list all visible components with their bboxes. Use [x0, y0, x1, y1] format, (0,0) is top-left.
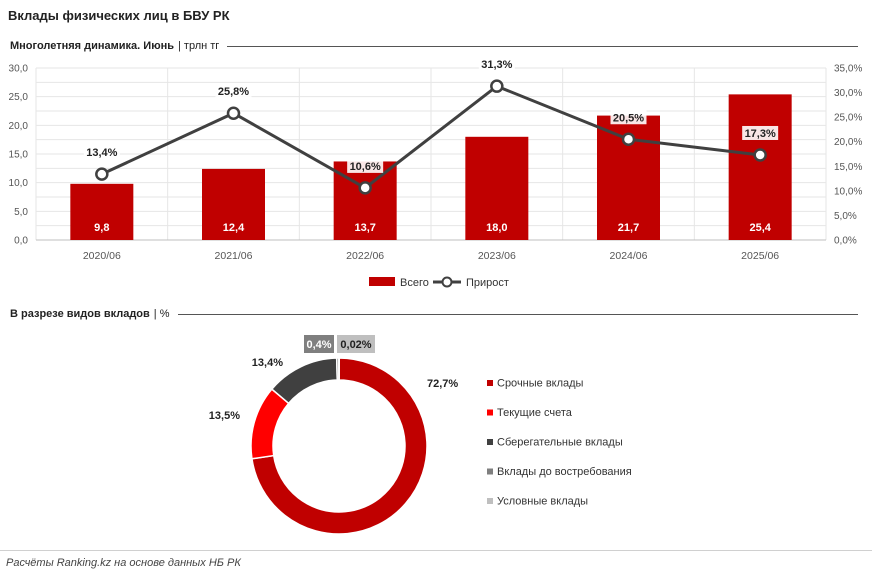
- slice-label: 0,02%: [340, 339, 371, 351]
- y2-axis-tick-label: 30,0%: [834, 88, 862, 99]
- growth-point: [490, 79, 504, 93]
- y2-axis-tick-label: 15,0%: [834, 162, 862, 173]
- source-note: Расчёты Ranking.kz на основе данных НБ Р…: [6, 557, 241, 569]
- y2-axis-tick-label: 10,0%: [834, 186, 862, 197]
- growth-point: [226, 106, 241, 120]
- slice-label: 13,5%: [209, 410, 240, 422]
- bar-value-label: 12,4: [223, 222, 245, 234]
- legend-label: Вклады до востребования: [497, 466, 632, 478]
- bar: [70, 183, 134, 240]
- growth-label-bg: [215, 84, 252, 99]
- growth-value-label: 17,3%: [745, 128, 776, 140]
- section-title: Многолетняя динамика. Июнь: [10, 40, 174, 52]
- growth-point: [95, 167, 109, 181]
- chart-title: Вклады физических лиц в БВУ РК: [8, 8, 230, 23]
- slice-label: 72,7%: [427, 378, 458, 390]
- growth-value-label: 20,5%: [613, 112, 644, 124]
- slice-label-bg: [304, 335, 334, 353]
- bar-value-label: 9,8: [94, 222, 109, 234]
- y2-axis-tick-label: 0,0%: [834, 236, 857, 247]
- y-axis-tick-label: 10,0: [9, 178, 29, 189]
- legend-swatch: [487, 380, 493, 386]
- bar: [465, 136, 529, 240]
- section-unit: | %: [153, 308, 170, 320]
- bar: [728, 94, 792, 240]
- growth-label-bg: [610, 110, 647, 125]
- x-axis-tick-label: 2022/06: [346, 250, 384, 262]
- y2-axis-tick-label: 35,0%: [834, 64, 862, 75]
- section-header-types: В разрезе видов вкладов | %: [10, 306, 858, 322]
- x-axis-tick-label: 2023/06: [478, 250, 516, 262]
- growth-value-label: 13,4%: [86, 147, 117, 159]
- growth-value-label: 25,8%: [218, 86, 249, 98]
- growth-point: [621, 132, 636, 147]
- growth-value-label: 31,3%: [481, 60, 512, 71]
- legend-swatch: [487, 468, 493, 475]
- section-divider: [177, 313, 858, 315]
- legend-label: Сберегательные вклады: [497, 437, 623, 449]
- x-axis-tick-label: 2020/06: [83, 250, 121, 262]
- y2-axis-tick-label: 20,0%: [834, 137, 862, 148]
- y-axis-tick-label: 15,0: [9, 150, 29, 161]
- growth-point: [753, 148, 767, 162]
- section-header-dynamics: Многолетняя динамика. Июнь | трлн тг: [10, 38, 858, 54]
- donut-slice: [251, 357, 428, 535]
- slice-label: 13,4%: [252, 357, 283, 369]
- bar-value-label: 21,7: [618, 222, 639, 234]
- legend-swatch: [487, 409, 493, 416]
- legend-label: Срочные вклады: [497, 378, 584, 390]
- legend-swatch-marker: [441, 276, 453, 288]
- x-axis-tick-label: 2024/06: [610, 250, 648, 262]
- y-axis-tick-label: 30,0: [9, 64, 29, 75]
- bar-value-label: 18,0: [486, 222, 507, 234]
- x-axis-tick-label: 2021/06: [215, 250, 253, 262]
- bar-value-label: 13,7: [354, 222, 375, 234]
- combo-chart: 0,0 5,0 10,0 15,0 20,0 25,0 30,0 0,0% 5,0% 10,0% 1…: [9, 60, 862, 289]
- growth-label-bg: [742, 125, 779, 140]
- growth-value-label: 10,6%: [350, 161, 381, 173]
- donut-slice: [250, 388, 290, 460]
- growth-line: [101, 84, 761, 190]
- y-axis-tick-label: 25,0: [9, 92, 29, 103]
- legend-swatch-bar: [369, 277, 395, 286]
- growth-point: [358, 181, 372, 195]
- section-unit: | трлн тг: [178, 40, 220, 52]
- growth-label-bg: [83, 145, 120, 160]
- legend-label: Условные вклады: [497, 496, 588, 508]
- y-axis-tick-label: 5,0: [14, 207, 28, 218]
- x-axis-tick-label: 2025/06: [741, 250, 779, 262]
- growth-label-bg: [347, 158, 384, 173]
- legend-swatch: [487, 439, 493, 445]
- section-divider: [227, 45, 858, 47]
- slice-label: 0,4%: [306, 339, 331, 351]
- donut-chart: 72,7% 13,5% 13,4% 0,4% 0,02% Срочные вклады Те…: [209, 335, 632, 535]
- bar: [202, 168, 265, 240]
- y-axis-tick-label: 20,0: [9, 121, 29, 132]
- legend-label: Прирост: [466, 277, 509, 289]
- y2-axis-tick-label: 5,0%: [834, 211, 857, 222]
- legend-label: Текущие счета: [497, 407, 573, 419]
- slice-label-bg: [337, 335, 375, 353]
- legend-swatch: [487, 498, 493, 504]
- section-title: В разрезе видов вкладов: [10, 308, 150, 320]
- y2-axis-tick-label: 25,0%: [834, 113, 862, 124]
- bar-value-label: 25,4: [749, 222, 771, 234]
- growth-label-bg: [478, 60, 515, 72]
- y-axis-tick-label: 0,0: [14, 236, 28, 247]
- footer-divider: [0, 550, 872, 551]
- legend-label: Всего: [400, 277, 429, 289]
